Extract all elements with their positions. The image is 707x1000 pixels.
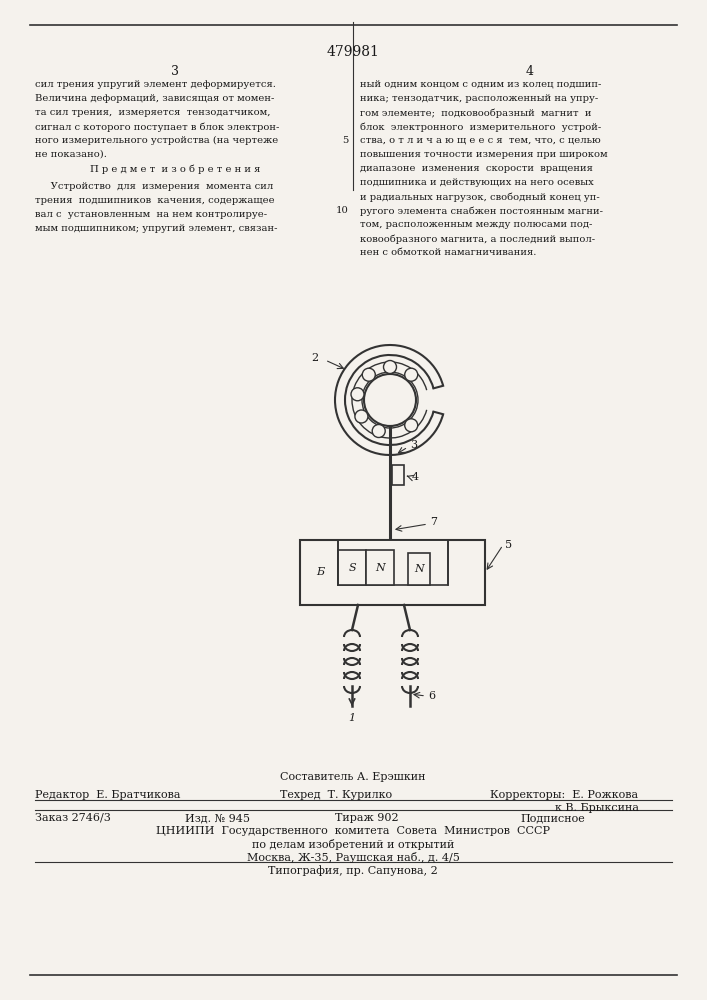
Text: 3: 3: [171, 65, 179, 78]
Text: П р е д м е т  и з о б р е т е н и я: П р е д м е т и з о б р е т е н и я: [90, 165, 260, 174]
Text: гом элементе;  подковообразный  магнит  и: гом элементе; подковообразный магнит и: [360, 108, 592, 117]
Text: Редактор  Е. Братчикова: Редактор Е. Братчикова: [35, 790, 180, 800]
Text: повышения точности измерения при широком: повышения точности измерения при широком: [360, 150, 607, 159]
Circle shape: [351, 388, 364, 401]
Text: диапазоне  изменения  скорости  вращения: диапазоне изменения скорости вращения: [360, 164, 593, 173]
Text: по делам изобретений и открытий: по делам изобретений и открытий: [252, 839, 454, 850]
Text: 7: 7: [430, 517, 437, 527]
Text: 4: 4: [412, 472, 419, 482]
Circle shape: [404, 419, 418, 432]
Text: Тираж 902: Тираж 902: [335, 813, 399, 823]
Circle shape: [404, 368, 418, 381]
Bar: [338, 550, 366, 585]
Text: ного измерительного устройства (на чертеже: ного измерительного устройства (на черте…: [35, 136, 279, 145]
Text: 479981: 479981: [327, 45, 380, 59]
Text: Типография, пр. Сапунова, 2: Типография, пр. Сапунова, 2: [268, 865, 438, 876]
Text: 6: 6: [428, 691, 435, 701]
Bar: [300, 540, 485, 605]
Text: мым подшипником; упругий элемент, связан-: мым подшипником; упругий элемент, связан…: [35, 224, 278, 233]
Text: сил трения упругий элемент деформируется.: сил трения упругий элемент деформируется…: [35, 80, 276, 89]
Text: не показано).: не показано).: [35, 150, 107, 159]
Bar: [366, 550, 394, 585]
Text: 4: 4: [526, 65, 534, 78]
Text: Величина деформаций, зависящая от момен-: Величина деформаций, зависящая от момен-: [35, 94, 274, 103]
Text: 1: 1: [349, 713, 356, 723]
Text: Составитель А. Ерэшкин: Составитель А. Ерэшкин: [280, 772, 426, 782]
Text: вал с  установленным  на нем контролируе-: вал с установленным на нем контролируе-: [35, 210, 267, 219]
Bar: [338, 540, 448, 585]
Text: ный одним концом с одним из колец подшип-: ный одним концом с одним из колец подшип…: [360, 80, 602, 89]
Circle shape: [364, 374, 416, 426]
Text: Техред  Т. Курилко: Техред Т. Курилко: [280, 790, 392, 800]
Bar: [392, 465, 404, 485]
Text: ковообразного магнита, а последний выпол-: ковообразного магнита, а последний выпол…: [360, 234, 595, 243]
Text: 5: 5: [505, 540, 512, 550]
Circle shape: [362, 368, 375, 381]
Text: ства, о т л и ч а ю щ е е с я  тем, что, с целью: ства, о т л и ч а ю щ е е с я тем, что, …: [360, 136, 601, 145]
Text: ругого элемента снабжен постоянным магни-: ругого элемента снабжен постоянным магни…: [360, 206, 603, 216]
Text: ника; тензодатчик, расположенный на упру-: ника; тензодатчик, расположенный на упру…: [360, 94, 598, 103]
Text: та сил трения,  измеряется  тензодатчиком,: та сил трения, измеряется тензодатчиком,: [35, 108, 271, 117]
Text: трения  подшипников  качения, содержащее: трения подшипников качения, содержащее: [35, 196, 274, 205]
Text: Заказ 2746/3: Заказ 2746/3: [35, 813, 111, 823]
Text: 2: 2: [312, 353, 319, 363]
Text: сигнал с которого поступает в блок электрон-: сигнал с которого поступает в блок элект…: [35, 122, 279, 131]
Text: том, расположенным между полюсами под-: том, расположенным между полюсами под-: [360, 220, 592, 229]
Text: Б: Б: [316, 567, 324, 577]
Text: нен с обмоткой намагничивания.: нен с обмоткой намагничивания.: [360, 248, 537, 257]
Circle shape: [372, 425, 385, 438]
Circle shape: [383, 360, 397, 373]
Circle shape: [355, 410, 368, 423]
Text: Изд. № 945: Изд. № 945: [185, 813, 250, 823]
Text: Устройство  для  измерения  момента сил: Устройство для измерения момента сил: [35, 182, 273, 191]
Text: Москва, Ж-35, Раушская наб., д. 4/5: Москва, Ж-35, Раушская наб., д. 4/5: [247, 852, 460, 863]
Text: 10: 10: [336, 206, 349, 215]
Text: Подписное: Подписное: [520, 813, 585, 823]
Text: подшипника и действующих на него осевых: подшипника и действующих на него осевых: [360, 178, 594, 187]
Text: 5: 5: [343, 136, 349, 145]
Text: 3: 3: [410, 440, 417, 450]
Text: ЦНИИПИ  Государственного  комитета  Совета  Министров  СССР: ЦНИИПИ Государственного комитета Совета …: [156, 826, 550, 836]
Text: N: N: [414, 564, 424, 574]
Text: Корректоры:  Е. Рожкова: Корректоры: Е. Рожкова: [490, 790, 638, 800]
Text: N: N: [375, 563, 385, 573]
Text: к В. Брыксина: к В. Брыксина: [555, 803, 639, 813]
Text: S: S: [348, 563, 356, 573]
Text: и радиальных нагрузок, свободный конец уп-: и радиальных нагрузок, свободный конец у…: [360, 192, 600, 202]
Bar: [408, 553, 430, 585]
Text: блок  электронного  измерительного  устрой-: блок электронного измерительного устрой-: [360, 122, 601, 131]
